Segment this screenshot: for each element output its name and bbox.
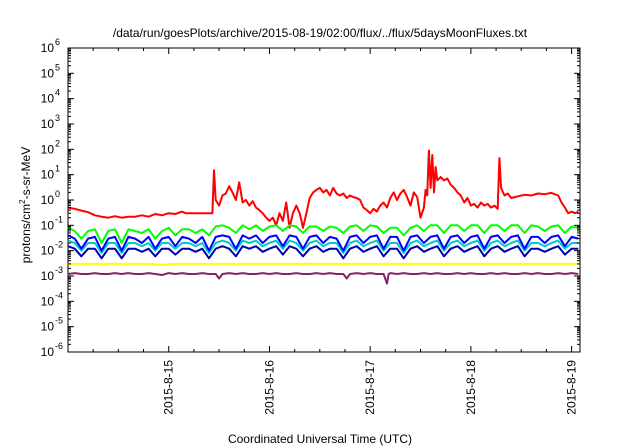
y-tick-exponent: 1 [55,164,60,174]
y-tick-label: 10 [41,244,55,258]
x-axis: 2015-8-15 2015-8-16 2015-8-17 2015-8-18 2015… [92,48,579,415]
series-layer [67,149,579,285]
y-tick-exponent: 5 [55,62,60,72]
y-tick-exponent: 0 [55,189,60,199]
y-tick-label: 10 [41,294,55,308]
y-tick-label: 10 [41,168,55,182]
y-tick-exponent: -4 [55,290,63,300]
y-tick-label: 10 [41,92,55,106]
series-line-5 [68,262,579,266]
series-line-6 [67,272,579,285]
y-tick-exponent: -1 [55,214,63,224]
x-tick-label: 2015-8-16 [262,360,276,415]
x-axis-label: Coordinated Universal Time (UTC) [227,432,413,446]
x-tick-label: 2015-8-15 [162,360,176,415]
y-tick-exponent: 6 [55,37,60,47]
y-tick-label: 10 [41,193,55,207]
y-tick-exponent: -3 [55,265,63,275]
series-line-2 [67,239,579,255]
x-tick-label: 2015-8-18 [464,360,478,415]
x-tick-label: 2015-8-19 [565,360,579,415]
y-tick-exponent: -5 [55,316,63,326]
series-line-4 [67,245,579,260]
series-line-1 [67,224,579,244]
y-tick-exponent: 3 [55,113,60,123]
y-tick-label: 10 [41,41,55,55]
y-tick-label: 10 [41,117,55,131]
y-axis: 10 -610 -510 -410 -310 -210 -110 010 110 210 310 41… [41,37,580,359]
x-tick-label: 2015-8-17 [363,360,377,415]
y-tick-exponent: 4 [55,88,60,98]
plot-border [67,47,581,353]
y-tick-label: 10 [41,218,55,232]
series-line-3 [67,234,579,252]
plot-frame [67,47,581,353]
chart-title: /data/run/goesPlots/archive/2015-08-19/0… [112,26,528,40]
y-tick-label: 10 [41,269,55,283]
y-axis-label: protons/cm2-s-sr-MeV [18,146,33,264]
y-tick-label: 10 [41,142,55,156]
y-tick-label: 10 [41,66,55,80]
y-tick-exponent: -6 [55,341,63,351]
y-tick-exponent: -2 [55,240,63,250]
series-line-0 [67,149,579,229]
y-tick-label: 10 [41,320,55,334]
y-tick-exponent: 2 [55,138,60,148]
y-tick-label: 10 [41,345,55,359]
